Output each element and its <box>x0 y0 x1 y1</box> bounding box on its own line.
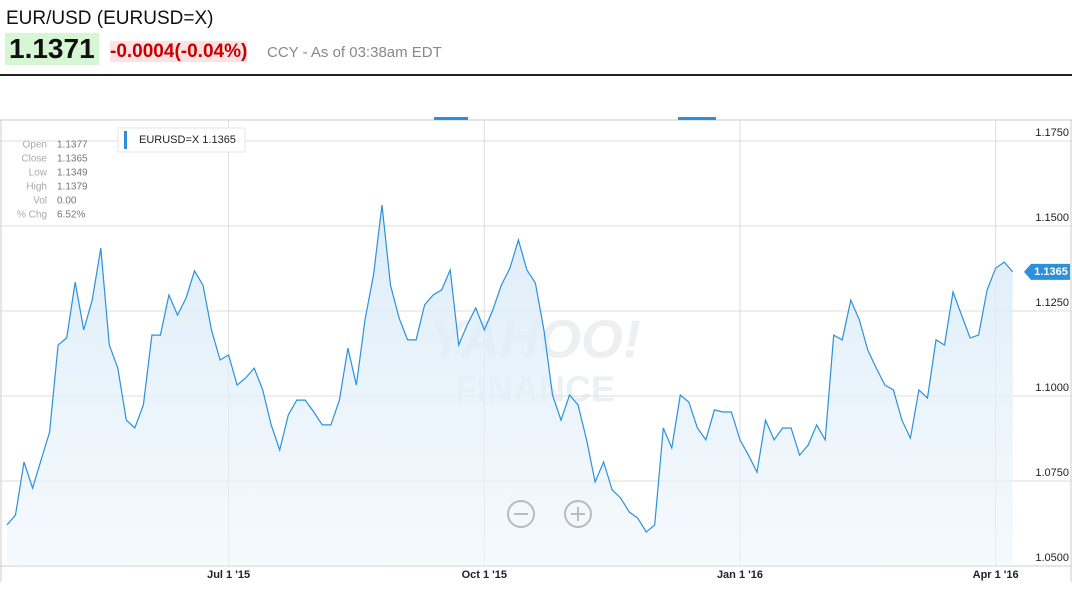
info-value: 1.1365 <box>57 154 88 165</box>
info-label: Low <box>29 168 48 179</box>
info-value: 0.00 <box>57 196 77 207</box>
last-price-flag <box>1024 263 1070 280</box>
info-value: 6.52% <box>57 210 85 221</box>
change-percent: (-0.04%) <box>174 41 248 62</box>
x-tick-label: Oct 1 '15 <box>462 569 507 581</box>
y-tick-label: 1.1250 <box>1035 297 1069 309</box>
x-tick-label: Apr 1 '16 <box>973 569 1019 581</box>
zoom-out[interactable] <box>507 500 535 528</box>
legend-name: EURUSD=X <box>139 134 200 146</box>
legend-swatch <box>124 131 127 149</box>
y-tick-label: 1.1750 <box>1035 127 1069 139</box>
info-label: Open <box>23 140 47 151</box>
change: -0.0004(-0.04%) <box>110 40 248 64</box>
info-value: 1.1349 <box>57 168 88 179</box>
quote-header: EUR/USD (EURUSD=X) 1.1371 -0.0004(-0.04%… <box>0 0 1072 76</box>
x-tick-label: Jul 1 '15 <box>207 569 250 581</box>
legend-label: EURUSD=X 1.1365 <box>139 134 236 146</box>
plot: 1.1365 <box>6 204 1070 566</box>
y-tick-label: 1.0500 <box>1035 552 1069 564</box>
symbol: EUR/USD (EURUSD=X) <box>6 8 214 29</box>
quote-meta: CCY - As of 03:38am EDT <box>267 44 442 61</box>
legend-value: 1.1365 <box>202 134 236 146</box>
info-value: 1.1379 <box>57 182 88 193</box>
price-line <box>6 204 1014 533</box>
change-value: -0.0004 <box>110 41 175 62</box>
zoom-controls[interactable] <box>507 500 592 528</box>
legend: EURUSD=X 1.1365 <box>117 127 246 153</box>
y-tick-label: 1.1000 <box>1035 382 1069 394</box>
legend-box <box>117 127 246 153</box>
area-fill <box>7 204 1013 566</box>
last-price-label: 1.1365 <box>1034 266 1068 278</box>
info-label: Vol <box>33 196 47 207</box>
info-panel: Open 1.1377 Close 1.1365 Low 1.1349 High 1.1379… <box>17 140 88 221</box>
info-label: Close <box>21 154 47 165</box>
zoom-in[interactable] <box>564 500 592 528</box>
x-tick-label: Jan 1 '16 <box>717 569 763 581</box>
y-tick-label: 1.0750 <box>1035 467 1069 479</box>
tab-marker <box>678 117 716 120</box>
info-label: % Chg <box>17 210 47 221</box>
price: 1.1371 <box>5 33 99 65</box>
y-tick-label: 1.1500 <box>1035 212 1069 224</box>
tab-marker <box>434 117 468 120</box>
info-value: 1.1377 <box>57 140 88 151</box>
info-label: High <box>26 182 47 193</box>
